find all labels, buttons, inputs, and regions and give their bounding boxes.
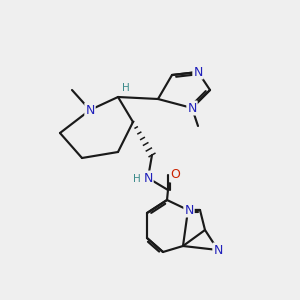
Text: H: H bbox=[133, 174, 141, 184]
Text: O: O bbox=[170, 169, 180, 182]
Text: N: N bbox=[193, 65, 203, 79]
Text: H: H bbox=[122, 83, 130, 93]
Text: N: N bbox=[213, 244, 223, 256]
Text: N: N bbox=[85, 103, 95, 116]
Text: N: N bbox=[184, 203, 194, 217]
Text: N: N bbox=[143, 172, 153, 184]
Text: N: N bbox=[187, 101, 197, 115]
